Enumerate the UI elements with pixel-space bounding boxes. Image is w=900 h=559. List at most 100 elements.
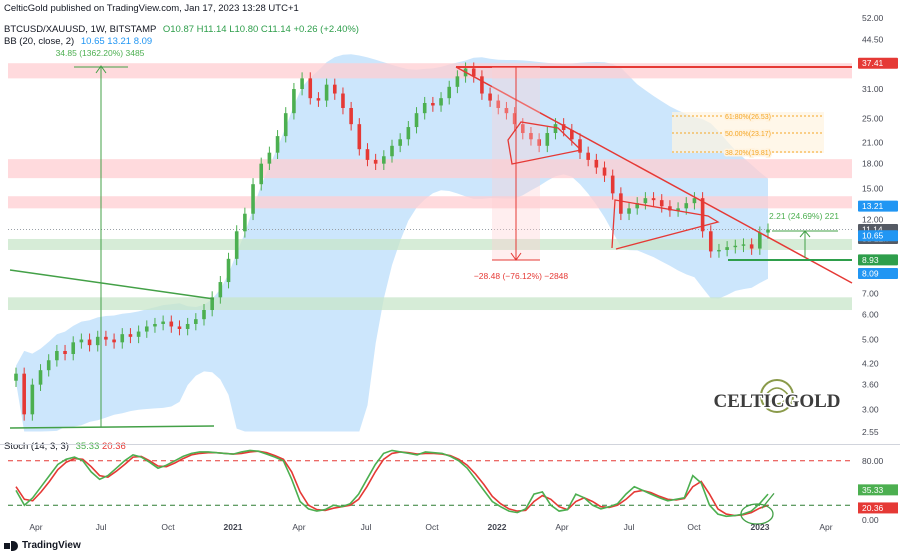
stoch-value-tag xyxy=(858,502,898,514)
candle-body xyxy=(169,321,174,327)
candle-body xyxy=(324,84,329,101)
candle-body xyxy=(136,331,141,337)
price-tag-label: 8.09 xyxy=(862,268,879,278)
price-tag-label: 10.65 xyxy=(862,231,884,241)
candle-body xyxy=(504,107,509,114)
time-tick-label: Oct xyxy=(425,522,439,532)
price-tick-label: 7.00 xyxy=(862,288,879,298)
celtic-knot-detail-icon xyxy=(764,387,790,405)
candle-body xyxy=(684,203,689,209)
fib-level-label: 38.20%(19.81) xyxy=(725,150,771,157)
candle-body xyxy=(349,107,353,125)
price-tick-label: 3.00 xyxy=(862,405,879,415)
candle-body xyxy=(619,193,623,214)
candle-body xyxy=(153,323,157,327)
time-tick-label: 2023 xyxy=(751,522,770,532)
celtic-knot-icon xyxy=(760,379,794,413)
fib-level-label: 61.80%(26.53) xyxy=(725,114,771,121)
measure-rebound-label: 2.21 (24.69%) 221 xyxy=(769,211,839,221)
time-tick-label: Jul xyxy=(624,522,635,532)
candle-body xyxy=(717,249,721,252)
price-tick-label: 25.00 xyxy=(862,114,884,124)
candle-body xyxy=(594,159,599,168)
candle-body xyxy=(210,297,214,311)
stoch-highlight-arrow-icon xyxy=(761,492,775,509)
candle-body xyxy=(733,245,738,248)
price-tick-label: 5.00 xyxy=(862,335,879,345)
time-tick-label: 2022 xyxy=(488,522,507,532)
candle-body xyxy=(512,113,517,125)
support-zone-low xyxy=(8,297,852,311)
candle-body xyxy=(529,133,533,140)
candle-body xyxy=(275,136,280,153)
candle-body xyxy=(38,370,43,385)
stoch-k-value: 35.33 xyxy=(75,441,100,452)
price-tag xyxy=(858,267,898,279)
candle-body xyxy=(439,98,443,106)
candle-body xyxy=(586,152,590,160)
candle-body xyxy=(87,339,92,346)
stoch-tick-label: 80.00 xyxy=(862,456,884,466)
wedge-pattern-2022 xyxy=(611,199,720,250)
bb-upper-value: 13.21 xyxy=(107,36,132,47)
stoch-d-value: 20.36 xyxy=(102,441,126,452)
candle-body xyxy=(292,89,296,114)
candle-body xyxy=(71,342,76,355)
price-tick-label: 21.00 xyxy=(862,137,884,147)
candle-body xyxy=(30,384,35,415)
candle-body xyxy=(161,321,165,324)
stoch-highlight-circle xyxy=(740,503,774,525)
candle-body xyxy=(332,84,337,94)
symbol-info: BTCUSD/XAUUSD, 1W, BITSTAMP xyxy=(4,24,157,35)
candle-body xyxy=(692,198,697,204)
price-tick-label: 2.55 xyxy=(862,427,879,437)
resistance-zone-low xyxy=(8,196,852,209)
resistance-zone-top xyxy=(8,63,852,79)
candle-body xyxy=(177,326,182,329)
candle-body xyxy=(561,124,566,131)
candle-body xyxy=(120,334,125,343)
time-tick-label: Jul xyxy=(361,522,372,532)
stoch-k-line xyxy=(15,449,769,518)
candle-body xyxy=(627,208,631,214)
candle-body xyxy=(55,350,59,361)
celticgold-logo: CELTICGOLD xyxy=(712,379,842,414)
stoch-value-tag-label: 35.33 xyxy=(862,485,884,495)
price-tag-label: 13.21 xyxy=(862,201,884,211)
footer-brand: TradingView xyxy=(22,540,81,551)
stoch-value-tag xyxy=(858,484,898,496)
stoch-d-line xyxy=(15,450,769,517)
candle-body xyxy=(79,339,84,343)
candle-body xyxy=(447,86,452,99)
price-tick-label: 4.20 xyxy=(862,358,879,368)
resistance-zone-mid xyxy=(8,159,852,179)
bb-label: BB (20, close, 2) xyxy=(4,36,75,47)
candle-body xyxy=(283,113,288,137)
candle-body xyxy=(643,198,648,204)
pane-separator xyxy=(0,444,900,445)
price-tag xyxy=(858,57,898,69)
tradingview-logo-icon xyxy=(4,540,18,551)
candle-body xyxy=(414,113,419,128)
stoch-legend: Stoch (14, 3, 3) 35.33 20.36 xyxy=(4,441,126,452)
main-downtrend-line xyxy=(455,66,853,284)
candle-body xyxy=(185,323,190,329)
candle-body xyxy=(520,124,525,134)
stoch-value-tag-label: 20.36 xyxy=(862,503,884,513)
candle-body xyxy=(95,336,100,346)
measure-down-arrow-icon xyxy=(510,252,522,261)
time-tick-label: Apr xyxy=(819,522,832,532)
candle-body xyxy=(22,373,26,415)
candle-body xyxy=(357,124,362,150)
triangle-pattern-2022 xyxy=(507,121,583,165)
published-line: CelticGold published on TradingView.com,… xyxy=(4,3,299,14)
candle-body xyxy=(373,159,378,164)
footer: TradingView xyxy=(4,540,81,551)
candle-body xyxy=(144,326,149,332)
candle-body xyxy=(545,133,550,146)
candle-body xyxy=(635,203,640,209)
candle-body xyxy=(234,231,239,259)
candle-body xyxy=(267,152,272,164)
candle-body xyxy=(243,213,247,232)
